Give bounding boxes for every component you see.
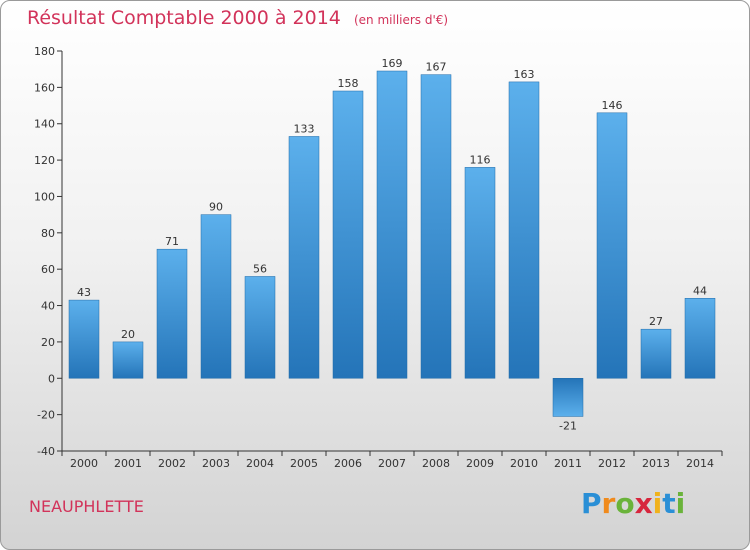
chart-title-block: Résultat Comptable 2000 à 2014 (en milli…	[27, 7, 448, 29]
x-tick-label: 2001	[114, 457, 142, 470]
y-tick-label: -20	[37, 409, 55, 422]
y-tick-label: 160	[34, 81, 55, 94]
y-tick-label: 80	[41, 227, 55, 240]
logo-letter: i	[675, 487, 686, 520]
logo-letter: o	[615, 487, 635, 520]
logo-letter: P	[581, 487, 602, 520]
chart-title: Résultat Comptable 2000 à 2014	[27, 7, 341, 29]
bar-value-label: 116	[470, 153, 491, 166]
y-tick-label: 120	[34, 154, 55, 167]
x-tick-label: 2005	[290, 457, 318, 470]
y-tick-label: 140	[34, 118, 55, 131]
proxiti-logo: Proxiti	[581, 487, 685, 520]
bar-value-label: 71	[165, 235, 179, 248]
bar-value-label: 169	[382, 57, 403, 70]
x-tick-label: 2011	[554, 457, 582, 470]
x-tick-label: 2003	[202, 457, 230, 470]
bar-value-label: 56	[253, 262, 267, 275]
x-tick-label: 2010	[510, 457, 538, 470]
bar	[596, 112, 628, 379]
y-tick-label: 20	[41, 336, 55, 349]
x-tick-label: 2014	[686, 457, 714, 470]
bar-value-label: 90	[209, 201, 223, 214]
bar-value-label: 163	[514, 68, 535, 81]
bar-value-label: 44	[693, 284, 707, 297]
bar-value-label: 133	[294, 122, 315, 135]
bar	[464, 167, 496, 379]
chart-subtitle: (en milliers d'€)	[353, 13, 449, 27]
bar	[552, 378, 584, 417]
x-tick-label: 2008	[422, 457, 450, 470]
bar	[376, 70, 408, 379]
logo-letter: i	[652, 487, 663, 520]
y-tick-label: -40	[37, 445, 55, 458]
bar	[112, 341, 144, 379]
x-tick-label: 2006	[334, 457, 362, 470]
y-tick-label: 0	[48, 372, 55, 385]
bar-value-label: 146	[602, 99, 623, 112]
logo-letter: t	[662, 487, 676, 520]
x-tick-label: 2000	[70, 457, 98, 470]
bar	[332, 90, 364, 379]
bar	[68, 299, 100, 379]
bar	[684, 298, 716, 379]
bar	[200, 214, 232, 379]
bar-value-label: 158	[338, 77, 359, 90]
x-tick-label: 2002	[158, 457, 186, 470]
bar	[244, 276, 276, 379]
logo-letter: r	[601, 487, 616, 520]
y-tick-label: 40	[41, 300, 55, 313]
bar	[156, 248, 188, 379]
bar	[640, 328, 672, 379]
bar-value-label: 167	[426, 61, 447, 74]
y-tick-label: 60	[41, 263, 55, 276]
x-tick-label: 2012	[598, 457, 626, 470]
bar-value-label: -21	[559, 419, 577, 432]
x-tick-label: 2004	[246, 457, 274, 470]
bar-value-label: 20	[121, 328, 135, 341]
y-tick-label: 180	[34, 45, 55, 58]
bar	[508, 81, 540, 379]
x-tick-label: 2009	[466, 457, 494, 470]
bar-value-label: 43	[77, 286, 91, 299]
x-tick-label: 2013	[642, 457, 670, 470]
bar-value-label: 27	[649, 315, 663, 328]
x-tick-label: 2007	[378, 457, 406, 470]
bar	[420, 74, 452, 379]
y-tick-label: 100	[34, 190, 55, 203]
commune-name: NEAUPHLETTE	[29, 497, 144, 516]
bar	[288, 136, 320, 379]
logo-letter: x	[634, 487, 653, 520]
